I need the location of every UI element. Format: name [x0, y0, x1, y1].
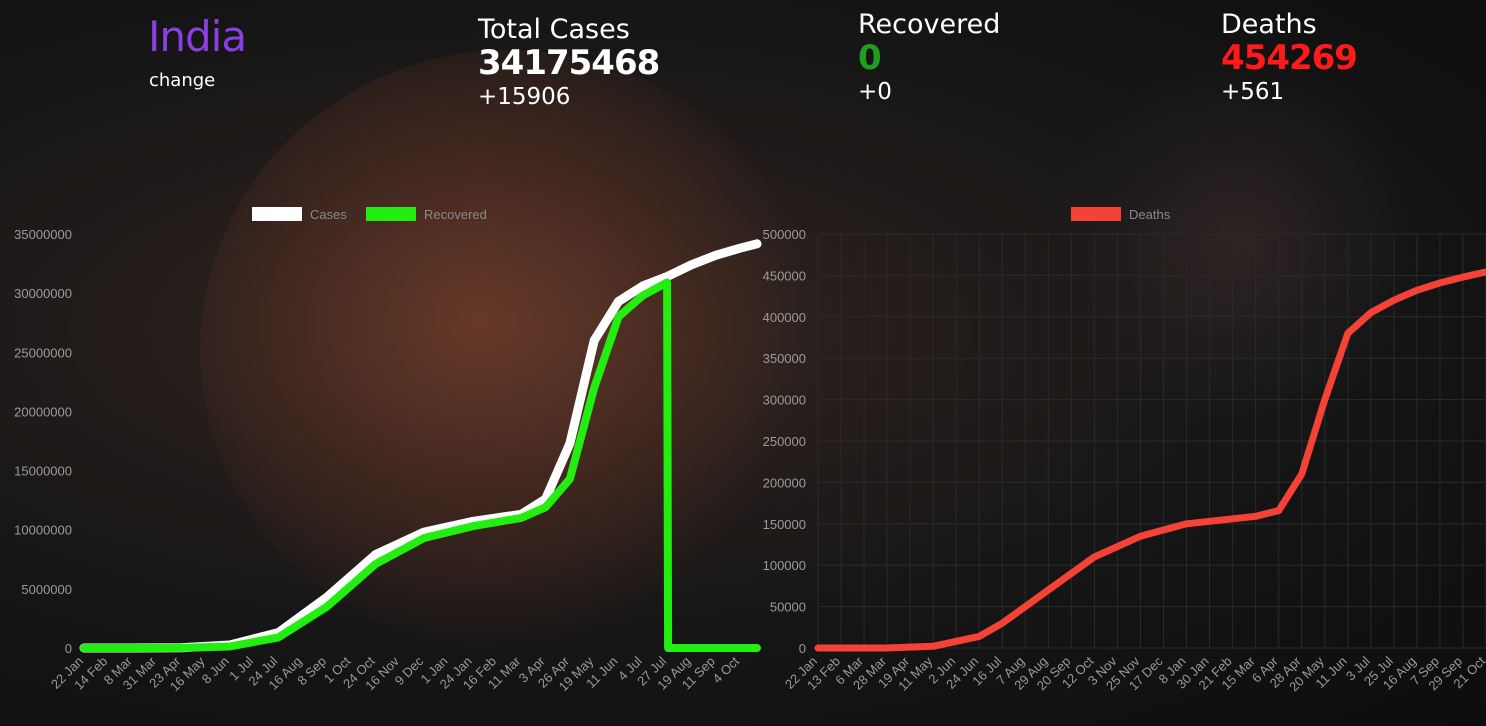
y-tick-label: 0: [65, 641, 72, 656]
y-tick-label: 15000000: [14, 464, 72, 479]
legend-label[interactable]: Recovered: [424, 207, 487, 222]
y-tick-label: 450000: [763, 268, 806, 283]
recovered-label: Recovered: [858, 9, 1001, 40]
deaths-label: Deaths: [1221, 9, 1317, 40]
deaths-delta: +561: [1221, 79, 1285, 106]
cases-recovered-chart: 0 5000000 10000000 15000000 20000000 25000000…: [14, 207, 762, 694]
legend-swatch[interactable]: [1071, 207, 1121, 221]
y-tick-label: 20000000: [14, 404, 72, 419]
y-tick-label: 500000: [763, 227, 806, 242]
y-tick-label: 400000: [763, 310, 806, 325]
series-line-recovered: [80, 278, 761, 652]
y-tick-label: 10000000: [14, 523, 72, 538]
x-tick-label: 8 Sep: [294, 654, 329, 689]
total-cases-label: Total Cases: [478, 14, 630, 45]
y-tick-label: 0: [799, 641, 806, 656]
series-line-cases: [79, 239, 762, 653]
y-tick-label: 30000000: [14, 286, 72, 301]
y-tick-label: 100000: [763, 558, 806, 573]
series-line-deaths: [814, 268, 1486, 652]
y-tick-label: 50000: [770, 600, 806, 615]
recovered-value: 0: [858, 38, 882, 78]
total-cases-delta: +15906: [478, 84, 571, 111]
recovered-delta: +0: [858, 79, 892, 106]
y-tick-label: 250000: [763, 434, 806, 449]
legend-label[interactable]: Deaths: [1129, 207, 1171, 222]
legend-swatch[interactable]: [252, 207, 302, 221]
legend-label[interactable]: Cases: [310, 207, 347, 222]
y-tick-label: 35000000: [14, 227, 72, 242]
deaths-stat: Deaths 454269 +561: [1221, 9, 1358, 106]
y-tick-label: 350000: [763, 351, 806, 366]
deaths-chart: 0 50000 100000 150000 200000 250000 300000 3500…: [763, 207, 1486, 694]
y-tick-label: 25000000: [14, 345, 72, 360]
y-tick-label: 300000: [763, 393, 806, 408]
recovered-stat: Recovered 0 +0: [858, 9, 1000, 105]
x-tick-label: 9 Dec: [392, 653, 427, 688]
x-tick-label: 4 Oct: [710, 653, 743, 686]
total-cases-stat: Total Cases 34175468 +15906: [478, 14, 660, 111]
legend-swatch[interactable]: [366, 207, 416, 221]
deaths-value: 454269: [1221, 38, 1358, 78]
x-tick-label: 8 Jun: [199, 654, 232, 687]
y-tick-label: 200000: [763, 475, 806, 490]
y-tick-label: 5000000: [21, 582, 72, 597]
country-name: India: [148, 12, 247, 61]
change-country-link[interactable]: change: [149, 70, 216, 91]
total-cases-value: 34175468: [478, 43, 660, 83]
y-tick-label: 150000: [763, 517, 806, 532]
